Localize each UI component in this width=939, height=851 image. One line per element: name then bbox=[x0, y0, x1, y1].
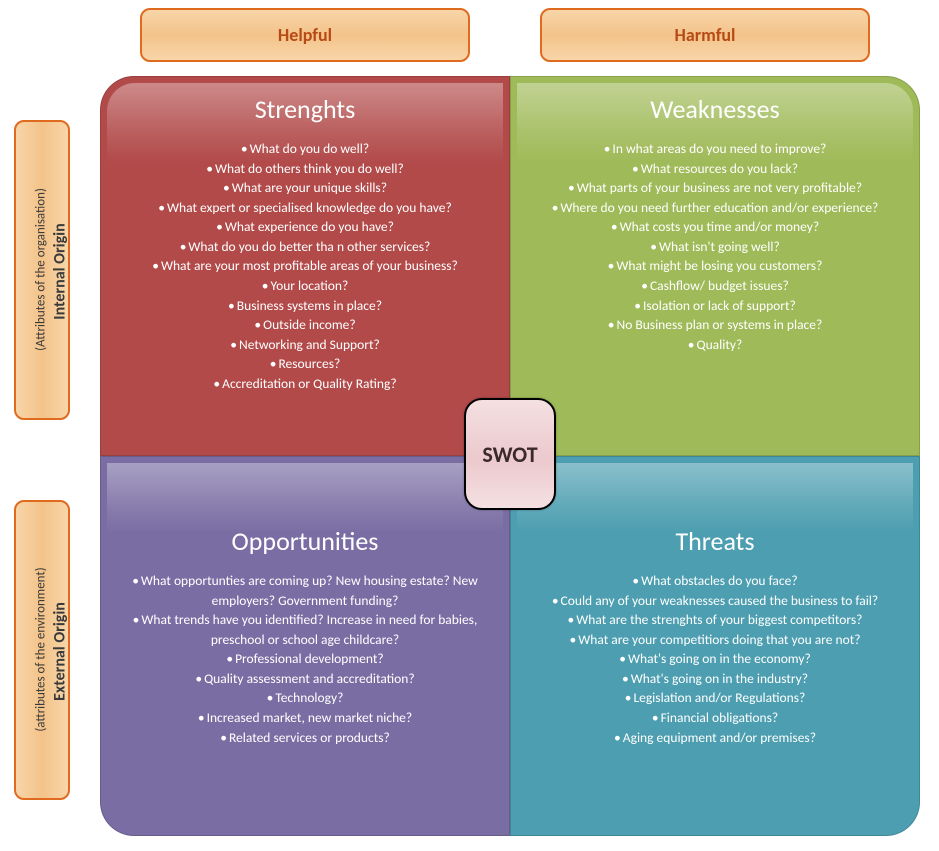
header-helpful: Helpful bbox=[140, 8, 470, 62]
list-item: Your location? bbox=[111, 276, 499, 296]
side-internal-sub: (Attributes of the organisation) bbox=[34, 140, 49, 400]
list-item: Quality assessment and accreditation? bbox=[111, 669, 499, 689]
list-item: Where do you need further education and/… bbox=[521, 198, 909, 218]
header-harmful: Harmful bbox=[540, 8, 870, 62]
list-item: What obstacles do you face? bbox=[521, 571, 909, 591]
list-item: What isn't going well? bbox=[521, 237, 909, 257]
quadrant-threats-items: What obstacles do you face?Could any of … bbox=[521, 571, 909, 747]
list-item: What do others think you do well? bbox=[111, 159, 499, 179]
list-item: What costs you time and/or money? bbox=[521, 217, 909, 237]
list-item: Technology? bbox=[111, 688, 499, 708]
list-item: Aging equipment and/or premises? bbox=[521, 728, 909, 748]
quadrant-weaknesses: Weaknesses In what areas do you need to … bbox=[510, 76, 920, 456]
list-item: Outside income? bbox=[111, 315, 499, 335]
list-item: Increased market, new market niche? bbox=[111, 708, 499, 728]
list-item: Networking and Support? bbox=[111, 335, 499, 355]
list-item: What trends have you identified? Increas… bbox=[111, 610, 499, 649]
list-item: Isolation or lack of support? bbox=[521, 296, 909, 316]
side-external-title: External Origin bbox=[51, 522, 70, 782]
quadrant-opportunities-title: Opportunities bbox=[111, 525, 499, 557]
list-item: What do you do well? bbox=[111, 139, 499, 159]
list-item: What are the strenghts of your biggest c… bbox=[521, 610, 909, 630]
quadrant-opportunities: Opportunities What opportunties are comi… bbox=[100, 456, 510, 836]
list-item: What might be losing you customers? bbox=[521, 256, 909, 276]
list-item: In what areas do you need to improve? bbox=[521, 139, 909, 159]
list-item: What opportunties are coming up? New hou… bbox=[111, 571, 499, 610]
list-item: What experience do you have? bbox=[111, 217, 499, 237]
list-item: What are your competitiors doing that yo… bbox=[521, 630, 909, 650]
quadrant-weaknesses-title: Weaknesses bbox=[521, 93, 909, 125]
list-item: Could any of your weaknesses caused the … bbox=[521, 591, 909, 611]
list-item: Legislation and/or Regulations? bbox=[521, 688, 909, 708]
quadrant-threats-title: Threats bbox=[521, 525, 909, 557]
list-item: No Business plan or systems in place? bbox=[521, 315, 909, 335]
list-item: Professional development? bbox=[111, 649, 499, 669]
side-external-sub: (attributes of the environment) bbox=[34, 520, 49, 780]
list-item: What resources do you lack? bbox=[521, 159, 909, 179]
center-swot-label: SWOT bbox=[482, 441, 537, 468]
list-item: What's going on in the industry? bbox=[521, 669, 909, 689]
list-item: What parts of your business are not very… bbox=[521, 178, 909, 198]
list-item: Related services or products? bbox=[111, 728, 499, 748]
header-harmful-text: Harmful bbox=[675, 24, 736, 46]
list-item: Business systems in place? bbox=[111, 296, 499, 316]
side-internal-title: Internal Origin bbox=[51, 142, 70, 402]
quadrant-strengths-items: What do you do well?What do others think… bbox=[111, 139, 499, 393]
header-helpful-text: Helpful bbox=[278, 24, 332, 46]
quadrant-strengths-title: Strenghts bbox=[111, 93, 499, 125]
list-item: What's going on in the economy? bbox=[521, 649, 909, 669]
quadrant-weaknesses-items: In what areas do you need to improve?Wha… bbox=[521, 139, 909, 354]
list-item: Financial obligations? bbox=[521, 708, 909, 728]
list-item: What are your unique skills? bbox=[111, 178, 499, 198]
list-item: What are your most profitable areas of y… bbox=[111, 256, 499, 276]
quadrant-strengths: Strenghts What do you do well?What do ot… bbox=[100, 76, 510, 456]
swot-diagram: Helpful Harmful Internal Origin (Attribu… bbox=[0, 0, 939, 851]
list-item: Cashflow/ budget issues? bbox=[521, 276, 909, 296]
list-item: Accreditation or Quality Rating? bbox=[111, 374, 499, 394]
list-item: Quality? bbox=[521, 335, 909, 355]
quadrant-threats: Threats What obstacles do you face?Could… bbox=[510, 456, 920, 836]
center-swot-badge: SWOT bbox=[464, 398, 556, 510]
list-item: Resources? bbox=[111, 354, 499, 374]
list-item: What expert or specialised knowledge do … bbox=[111, 198, 499, 218]
list-item: What do you do better tha n other servic… bbox=[111, 237, 499, 257]
quadrant-opportunities-items: What opportunties are coming up? New hou… bbox=[111, 571, 499, 747]
